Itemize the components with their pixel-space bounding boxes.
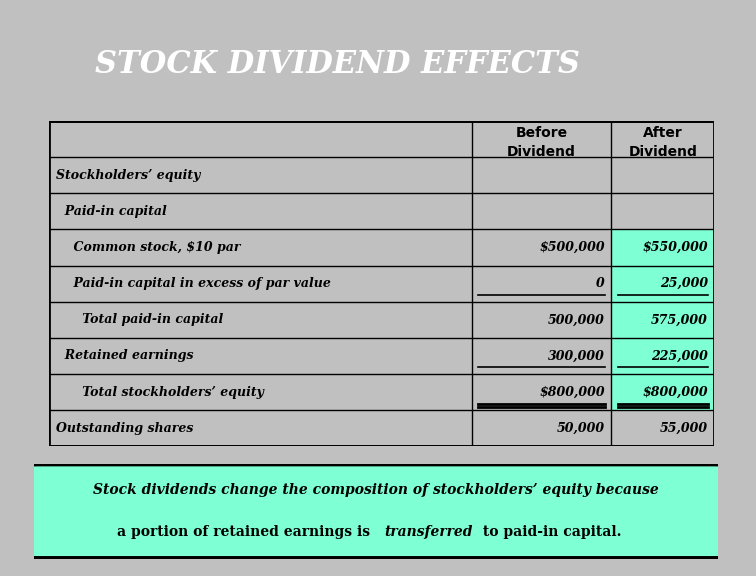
Bar — [612, 229, 714, 266]
Text: Paid-in capital: Paid-in capital — [56, 205, 166, 218]
Bar — [612, 374, 714, 410]
Text: a portion of retained earnings is: a portion of retained earnings is — [116, 525, 375, 539]
Text: $800,000: $800,000 — [642, 386, 708, 399]
Text: 55,000: 55,000 — [660, 422, 708, 435]
Text: Paid-in capital in excess of par value: Paid-in capital in excess of par value — [56, 277, 330, 290]
Text: $800,000: $800,000 — [539, 386, 605, 399]
Text: 225,000: 225,000 — [651, 350, 708, 362]
Text: 0: 0 — [596, 277, 605, 290]
Text: $500,000: $500,000 — [539, 241, 605, 254]
Text: 300,000: 300,000 — [548, 350, 605, 362]
Text: 575,000: 575,000 — [651, 313, 708, 327]
Text: Stockholders’ equity: Stockholders’ equity — [56, 169, 200, 181]
Text: 25,000: 25,000 — [660, 277, 708, 290]
FancyBboxPatch shape — [17, 465, 736, 558]
Bar — [612, 266, 714, 302]
Text: $550,000: $550,000 — [642, 241, 708, 254]
Text: 50,000: 50,000 — [556, 422, 605, 435]
Bar — [612, 338, 714, 374]
Text: Stock dividends change the composition of stockholders’ equity because: Stock dividends change the composition o… — [93, 483, 659, 497]
Text: transferred: transferred — [384, 525, 472, 539]
Text: Total paid-in capital: Total paid-in capital — [56, 313, 223, 327]
Text: to paid-in capital.: to paid-in capital. — [479, 525, 621, 539]
Bar — [612, 302, 714, 338]
Text: Common stock, $10 par: Common stock, $10 par — [56, 241, 240, 254]
Text: 500,000: 500,000 — [548, 313, 605, 327]
Text: Outstanding shares: Outstanding shares — [56, 422, 194, 435]
Text: Dividend: Dividend — [507, 145, 576, 159]
Text: Retained earnings: Retained earnings — [56, 350, 194, 362]
Text: After: After — [643, 126, 683, 139]
Text: Before: Before — [516, 126, 568, 139]
Text: STOCK DIVIDEND EFFECTS: STOCK DIVIDEND EFFECTS — [94, 50, 580, 80]
Text: Dividend: Dividend — [628, 145, 697, 159]
Text: Total stockholders’ equity: Total stockholders’ equity — [56, 386, 264, 399]
